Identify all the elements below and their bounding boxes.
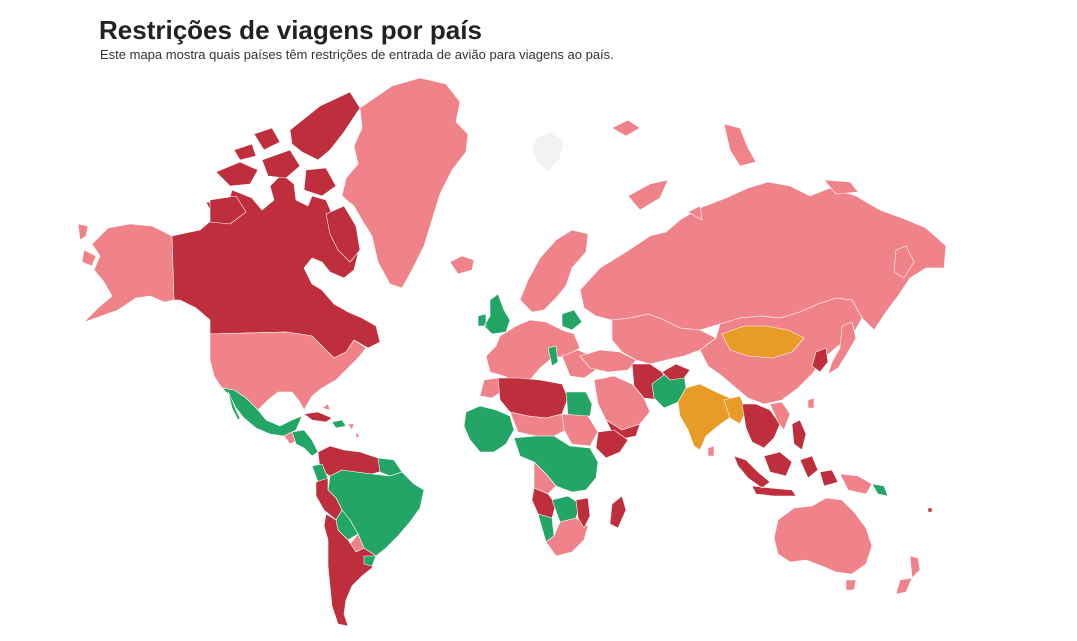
region-congo-basin[interactable] (533, 461, 557, 495)
region-aleutians[interactable] (77, 223, 97, 267)
region-west-africa[interactable] (463, 405, 515, 453)
region-uruguay[interactable] (363, 555, 377, 567)
region-mongolia[interactable] (721, 325, 805, 359)
region-sudan[interactable] (561, 413, 599, 447)
region-mozambique[interactable] (575, 497, 591, 529)
page-title: Restrições de viagens por país (99, 15, 482, 45)
region-ethiopia-horn[interactable] (595, 429, 629, 459)
region-south-africa[interactable] (545, 517, 589, 557)
region-colombia-venezuela[interactable] (317, 445, 387, 477)
region-vietnam[interactable] (769, 401, 791, 431)
region-arabia[interactable] (593, 375, 651, 431)
region-tasmania[interactable] (845, 579, 857, 591)
region-greenland[interactable] (341, 77, 469, 289)
region-papua[interactable] (839, 473, 873, 495)
region-caribbean-islands[interactable] (321, 403, 361, 439)
region-taiwan[interactable] (807, 397, 815, 409)
region-morocco[interactable] (479, 377, 505, 399)
page-subtitle: Este mapa mostra quais países têm restri… (100, 47, 614, 62)
region-pacific-islands[interactable] (927, 507, 933, 513)
region-indonesia-east[interactable] (799, 455, 839, 487)
region-uk[interactable] (477, 293, 511, 335)
region-italy-slice[interactable] (547, 345, 559, 367)
region-mexico[interactable] (221, 387, 303, 437)
region-sri-lanka[interactable] (707, 445, 715, 457)
region-korea[interactable] (811, 347, 829, 373)
region-bangladesh-myanmar[interactable] (723, 395, 747, 425)
region-svalbard[interactable] (531, 131, 565, 173)
region-alaska[interactable] (83, 223, 175, 323)
region-iceland[interactable] (449, 255, 475, 275)
region-canada-arctic[interactable] (209, 91, 361, 263)
region-madagascar[interactable] (609, 495, 627, 529)
region-new-zealand[interactable] (895, 555, 921, 595)
region-hispaniola[interactable] (331, 419, 347, 429)
region-angola[interactable] (531, 487, 557, 519)
region-indochina[interactable] (741, 403, 781, 449)
region-indonesia-west[interactable] (733, 451, 797, 497)
region-kamchatka[interactable] (893, 245, 915, 279)
region-egypt[interactable] (565, 391, 593, 417)
header: Restrições de viagens por país Este mapa… (99, 14, 999, 63)
region-japan[interactable] (827, 321, 857, 375)
region-philippines[interactable] (791, 419, 807, 451)
region-belarus[interactable] (561, 309, 583, 331)
region-australia[interactable] (773, 497, 873, 575)
region-north-africa[interactable] (497, 377, 569, 419)
region-chile-argentina[interactable] (323, 513, 377, 627)
region-kashmir[interactable] (661, 363, 691, 381)
region-cuba[interactable] (303, 411, 333, 423)
region-russia-islands[interactable] (611, 119, 859, 221)
region-central-america[interactable] (291, 429, 319, 457)
region-scandinavia[interactable] (519, 229, 589, 313)
region-papua-new-guinea[interactable] (871, 483, 889, 497)
